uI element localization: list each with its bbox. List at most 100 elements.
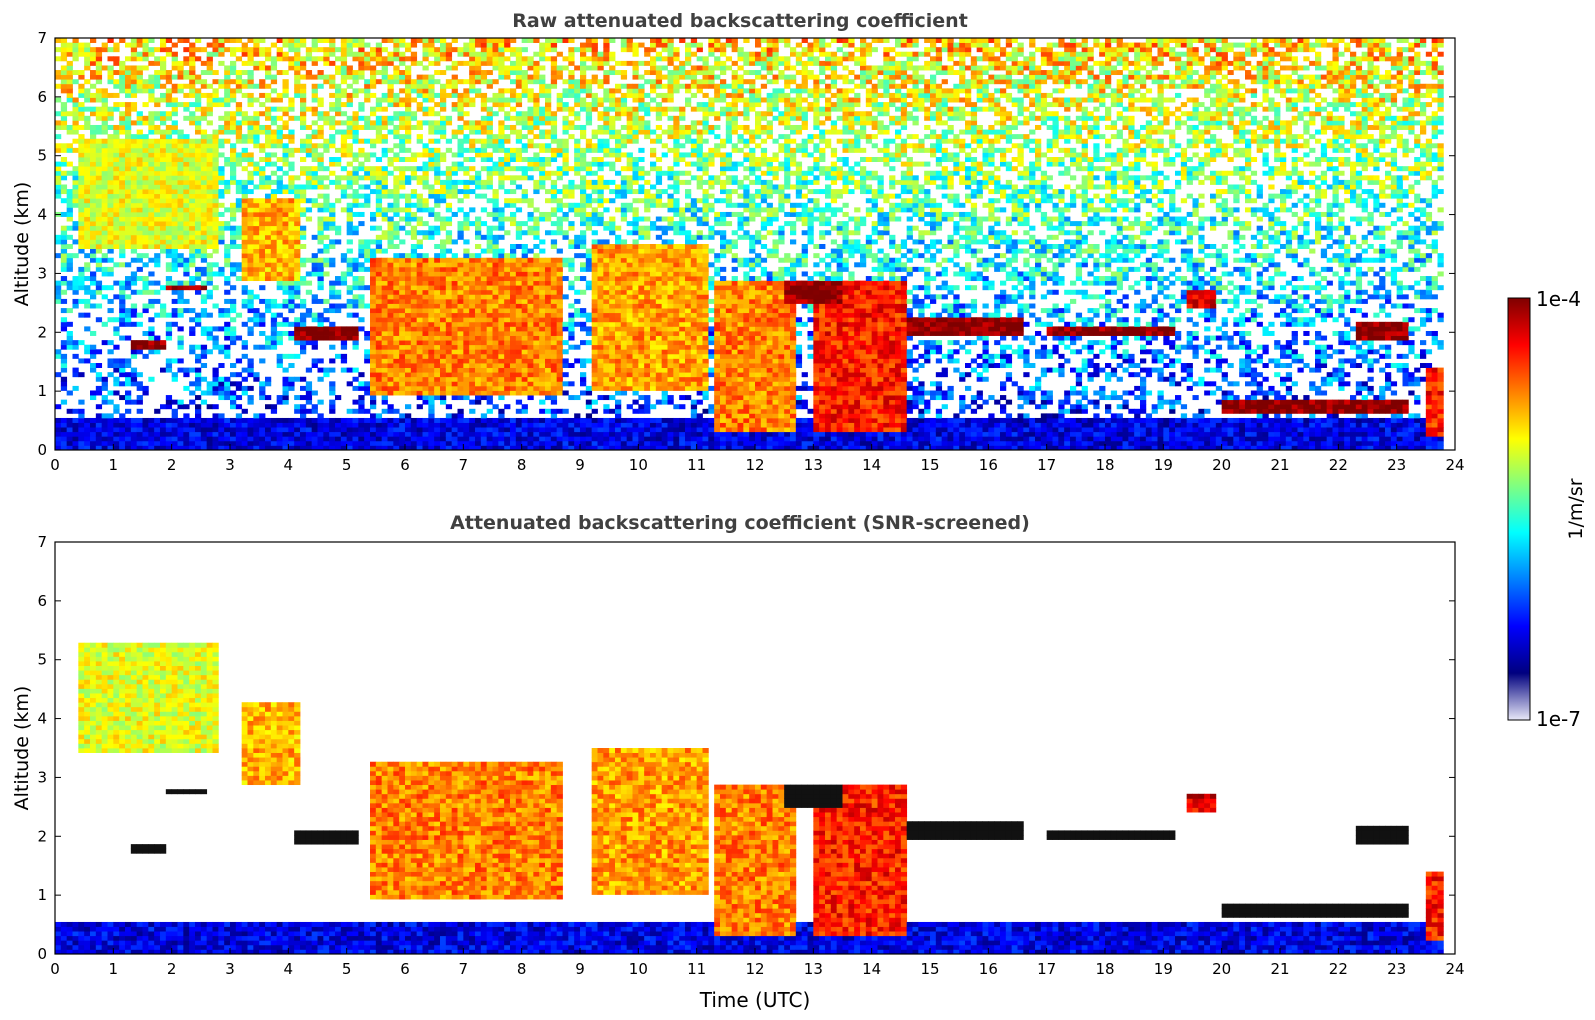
heatmap-cell [160,170,167,176]
heatmap-cell [171,170,178,176]
heatmap-cell [282,285,289,291]
heatmap-cell [486,294,493,300]
heatmap-cell [84,97,91,103]
heatmap-cell [177,83,184,89]
heatmap-cell [463,372,470,378]
heatmap-cell [107,417,114,423]
heatmap-cell [440,445,447,451]
heatmap-cell [329,79,336,85]
heatmap-cell [445,298,453,304]
heatmap-cell [387,83,394,89]
heatmap-cell [475,175,482,181]
heatmap-cell [370,413,377,419]
heatmap-cell [189,422,196,428]
heatmap-cell [183,367,190,373]
heatmap-cell [405,257,412,263]
heatmap-cell [160,230,167,236]
heatmap-cell [189,280,196,286]
heatmap-cell [165,88,173,94]
heatmap-cell [200,225,208,231]
heatmap-cell [498,285,505,291]
heatmap-cell [78,106,85,112]
heatmap-cell [469,317,476,323]
heatmap-cell [230,417,237,423]
heatmap-cell [235,124,243,130]
heatmap-cell [78,216,85,222]
heatmap-cell [195,372,202,378]
heatmap-cell [195,106,202,112]
heatmap-cell [364,427,371,433]
heatmap-cell [101,445,108,451]
heatmap-cell [165,138,173,144]
heatmap-cell [90,175,97,181]
heatmap-cell [282,257,289,263]
heatmap-cell [492,134,499,140]
heatmap-cell [364,175,371,181]
heatmap-cell [130,157,138,162]
heatmap-cell [72,120,79,126]
heatmap-cell [370,317,377,323]
heatmap-cell [84,221,91,227]
heatmap-cell [265,225,272,231]
heatmap-cell [101,230,108,236]
heatmap-cell [230,60,237,66]
heatmap-cell [422,294,429,300]
heatmap-cell [352,431,359,437]
heatmap-cell [346,161,353,167]
heatmap-cell [276,198,283,204]
heatmap-cell [498,349,505,355]
heatmap-cell [224,124,231,130]
heatmap-cell [346,202,353,208]
heatmap-cell [130,257,138,263]
heatmap-cell [527,372,534,378]
heatmap-cell [329,440,336,446]
heatmap-cell [253,436,260,442]
heatmap-cell [270,340,278,346]
heatmap-cell [510,289,517,295]
heatmap-cell [329,157,336,162]
heatmap-cell [66,79,73,85]
heatmap-cell [323,372,330,378]
heatmap-cell [206,134,213,140]
heatmap-cell [84,445,91,451]
heatmap-cell [270,106,278,112]
heatmap-cell [486,376,493,382]
heatmap-cell [270,335,278,341]
heatmap-cell [72,102,79,108]
heatmap-cell [387,147,394,153]
heatmap-cell [212,175,219,181]
heatmap-cell [154,289,161,295]
heatmap-cell [171,225,178,231]
heatmap-cell [381,92,388,98]
heatmap-cell [90,303,97,309]
heatmap-cell [451,280,458,286]
heatmap-cell [457,408,464,414]
heatmap-cell [183,74,190,80]
heatmap-cell [90,427,97,433]
heatmap-cell [171,221,178,227]
heatmap-cell [154,193,161,199]
heatmap-cell [422,257,429,263]
heatmap-cell [212,372,219,378]
heatmap-cell [300,97,307,103]
heatmap-cell [399,175,406,181]
heatmap-cell [440,42,447,48]
heatmap-cell [276,427,283,433]
heatmap-cell [241,83,248,89]
heatmap-cell [381,399,388,405]
heatmap-cell [405,385,412,391]
heatmap-cell [294,271,301,277]
heatmap-cell [428,97,435,103]
heatmap-cell [200,248,208,254]
heatmap-cell [521,330,528,336]
heatmap-cell [300,157,307,162]
heatmap-cell [428,83,435,89]
heatmap-cell [451,298,458,304]
heatmap-cell [329,308,336,314]
heatmap-cell [515,372,523,378]
heatmap-cell [84,349,91,355]
heatmap-cell [317,111,324,117]
heatmap-cell [119,166,126,172]
heatmap-cell [154,253,161,259]
heatmap-cell [230,179,237,185]
